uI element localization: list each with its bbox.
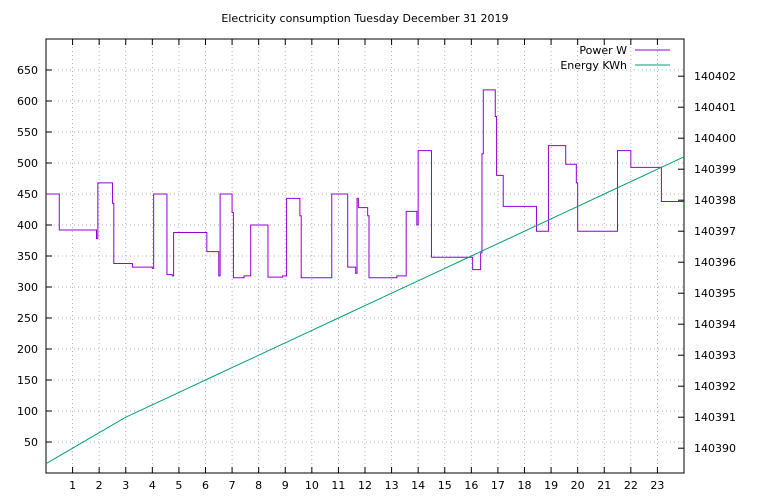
x-tick-label: 14 bbox=[411, 479, 425, 492]
y-tick-label: 650 bbox=[17, 64, 38, 77]
y2-tick-label: 140401 bbox=[694, 101, 736, 114]
y-tick-label: 100 bbox=[17, 405, 38, 418]
x-tick-label: 20 bbox=[571, 479, 585, 492]
x-tick-label: 7 bbox=[229, 479, 236, 492]
y-tick-label: 300 bbox=[17, 281, 38, 294]
x-tick-label: 16 bbox=[464, 479, 478, 492]
y-tick-label: 400 bbox=[17, 219, 38, 232]
y2-tick-label: 140400 bbox=[694, 132, 736, 145]
y2-tick-label: 140390 bbox=[694, 442, 736, 455]
y-axis-right: 140390 140391 140392 140393 140394 140395 1403… bbox=[678, 70, 736, 455]
y2-tick-label: 140397 bbox=[694, 225, 736, 238]
x-tick-label: 23 bbox=[650, 479, 664, 492]
y2-tick-label: 140402 bbox=[694, 70, 736, 83]
y-tick-label: 600 bbox=[17, 95, 38, 108]
x-axis: 1 2 3 4 5 6 7 8 9 10 11 12 13 14 15 16 17 18 19 20 21 22 23 bbox=[69, 39, 664, 492]
y2-tick-label: 140392 bbox=[694, 380, 736, 393]
x-tick-label: 21 bbox=[597, 479, 611, 492]
series-energy-kwh-line bbox=[46, 156, 684, 465]
x-tick-label: 22 bbox=[624, 479, 638, 492]
x-tick-label: 9 bbox=[282, 479, 289, 492]
y2-tick-label: 140393 bbox=[694, 349, 736, 362]
legend-label: Power W bbox=[579, 44, 627, 57]
y2-tick-label: 140399 bbox=[694, 163, 736, 176]
x-tick-label: 8 bbox=[255, 479, 262, 492]
y-tick-label: 550 bbox=[17, 126, 38, 139]
x-tick-label: 12 bbox=[358, 479, 372, 492]
grid bbox=[46, 39, 684, 473]
x-tick-label: 2 bbox=[96, 479, 103, 492]
y2-tick-label: 140391 bbox=[694, 411, 736, 424]
y2-tick-label: 140394 bbox=[694, 318, 736, 331]
y-tick-label: 350 bbox=[17, 250, 38, 263]
x-tick-label: 13 bbox=[385, 479, 399, 492]
x-tick-label: 11 bbox=[331, 479, 345, 492]
y-tick-label: 200 bbox=[17, 343, 38, 356]
x-tick-label: 1 bbox=[69, 479, 76, 492]
x-tick-label: 17 bbox=[491, 479, 505, 492]
y-axis-left: 50 100 150 200 250 300 350 400 450 500 550 600 650 bbox=[17, 64, 52, 449]
series-power-w-line bbox=[46, 89, 684, 279]
x-tick-label: 6 bbox=[202, 479, 209, 492]
legend: Power W Energy KWh bbox=[560, 44, 670, 72]
x-tick-label: 5 bbox=[175, 479, 182, 492]
x-tick-label: 18 bbox=[518, 479, 532, 492]
y-tick-label: 450 bbox=[17, 188, 38, 201]
x-tick-label: 3 bbox=[122, 479, 129, 492]
x-tick-label: 19 bbox=[544, 479, 558, 492]
y2-tick-label: 140396 bbox=[694, 256, 736, 269]
x-tick-label: 10 bbox=[305, 479, 319, 492]
x-tick-label: 4 bbox=[149, 479, 156, 492]
y-tick-label: 500 bbox=[17, 157, 38, 170]
y-tick-label: 150 bbox=[17, 374, 38, 387]
y-tick-label: 50 bbox=[24, 436, 38, 449]
chart-title: Electricity consumption Tuesday December… bbox=[221, 12, 508, 25]
legend-label: Energy KWh bbox=[560, 59, 627, 72]
x-tick-label: 15 bbox=[438, 479, 452, 492]
y2-tick-label: 140395 bbox=[694, 287, 736, 300]
y2-tick-label: 140398 bbox=[694, 194, 736, 207]
plot-area bbox=[46, 89, 684, 465]
y-tick-label: 250 bbox=[17, 312, 38, 325]
